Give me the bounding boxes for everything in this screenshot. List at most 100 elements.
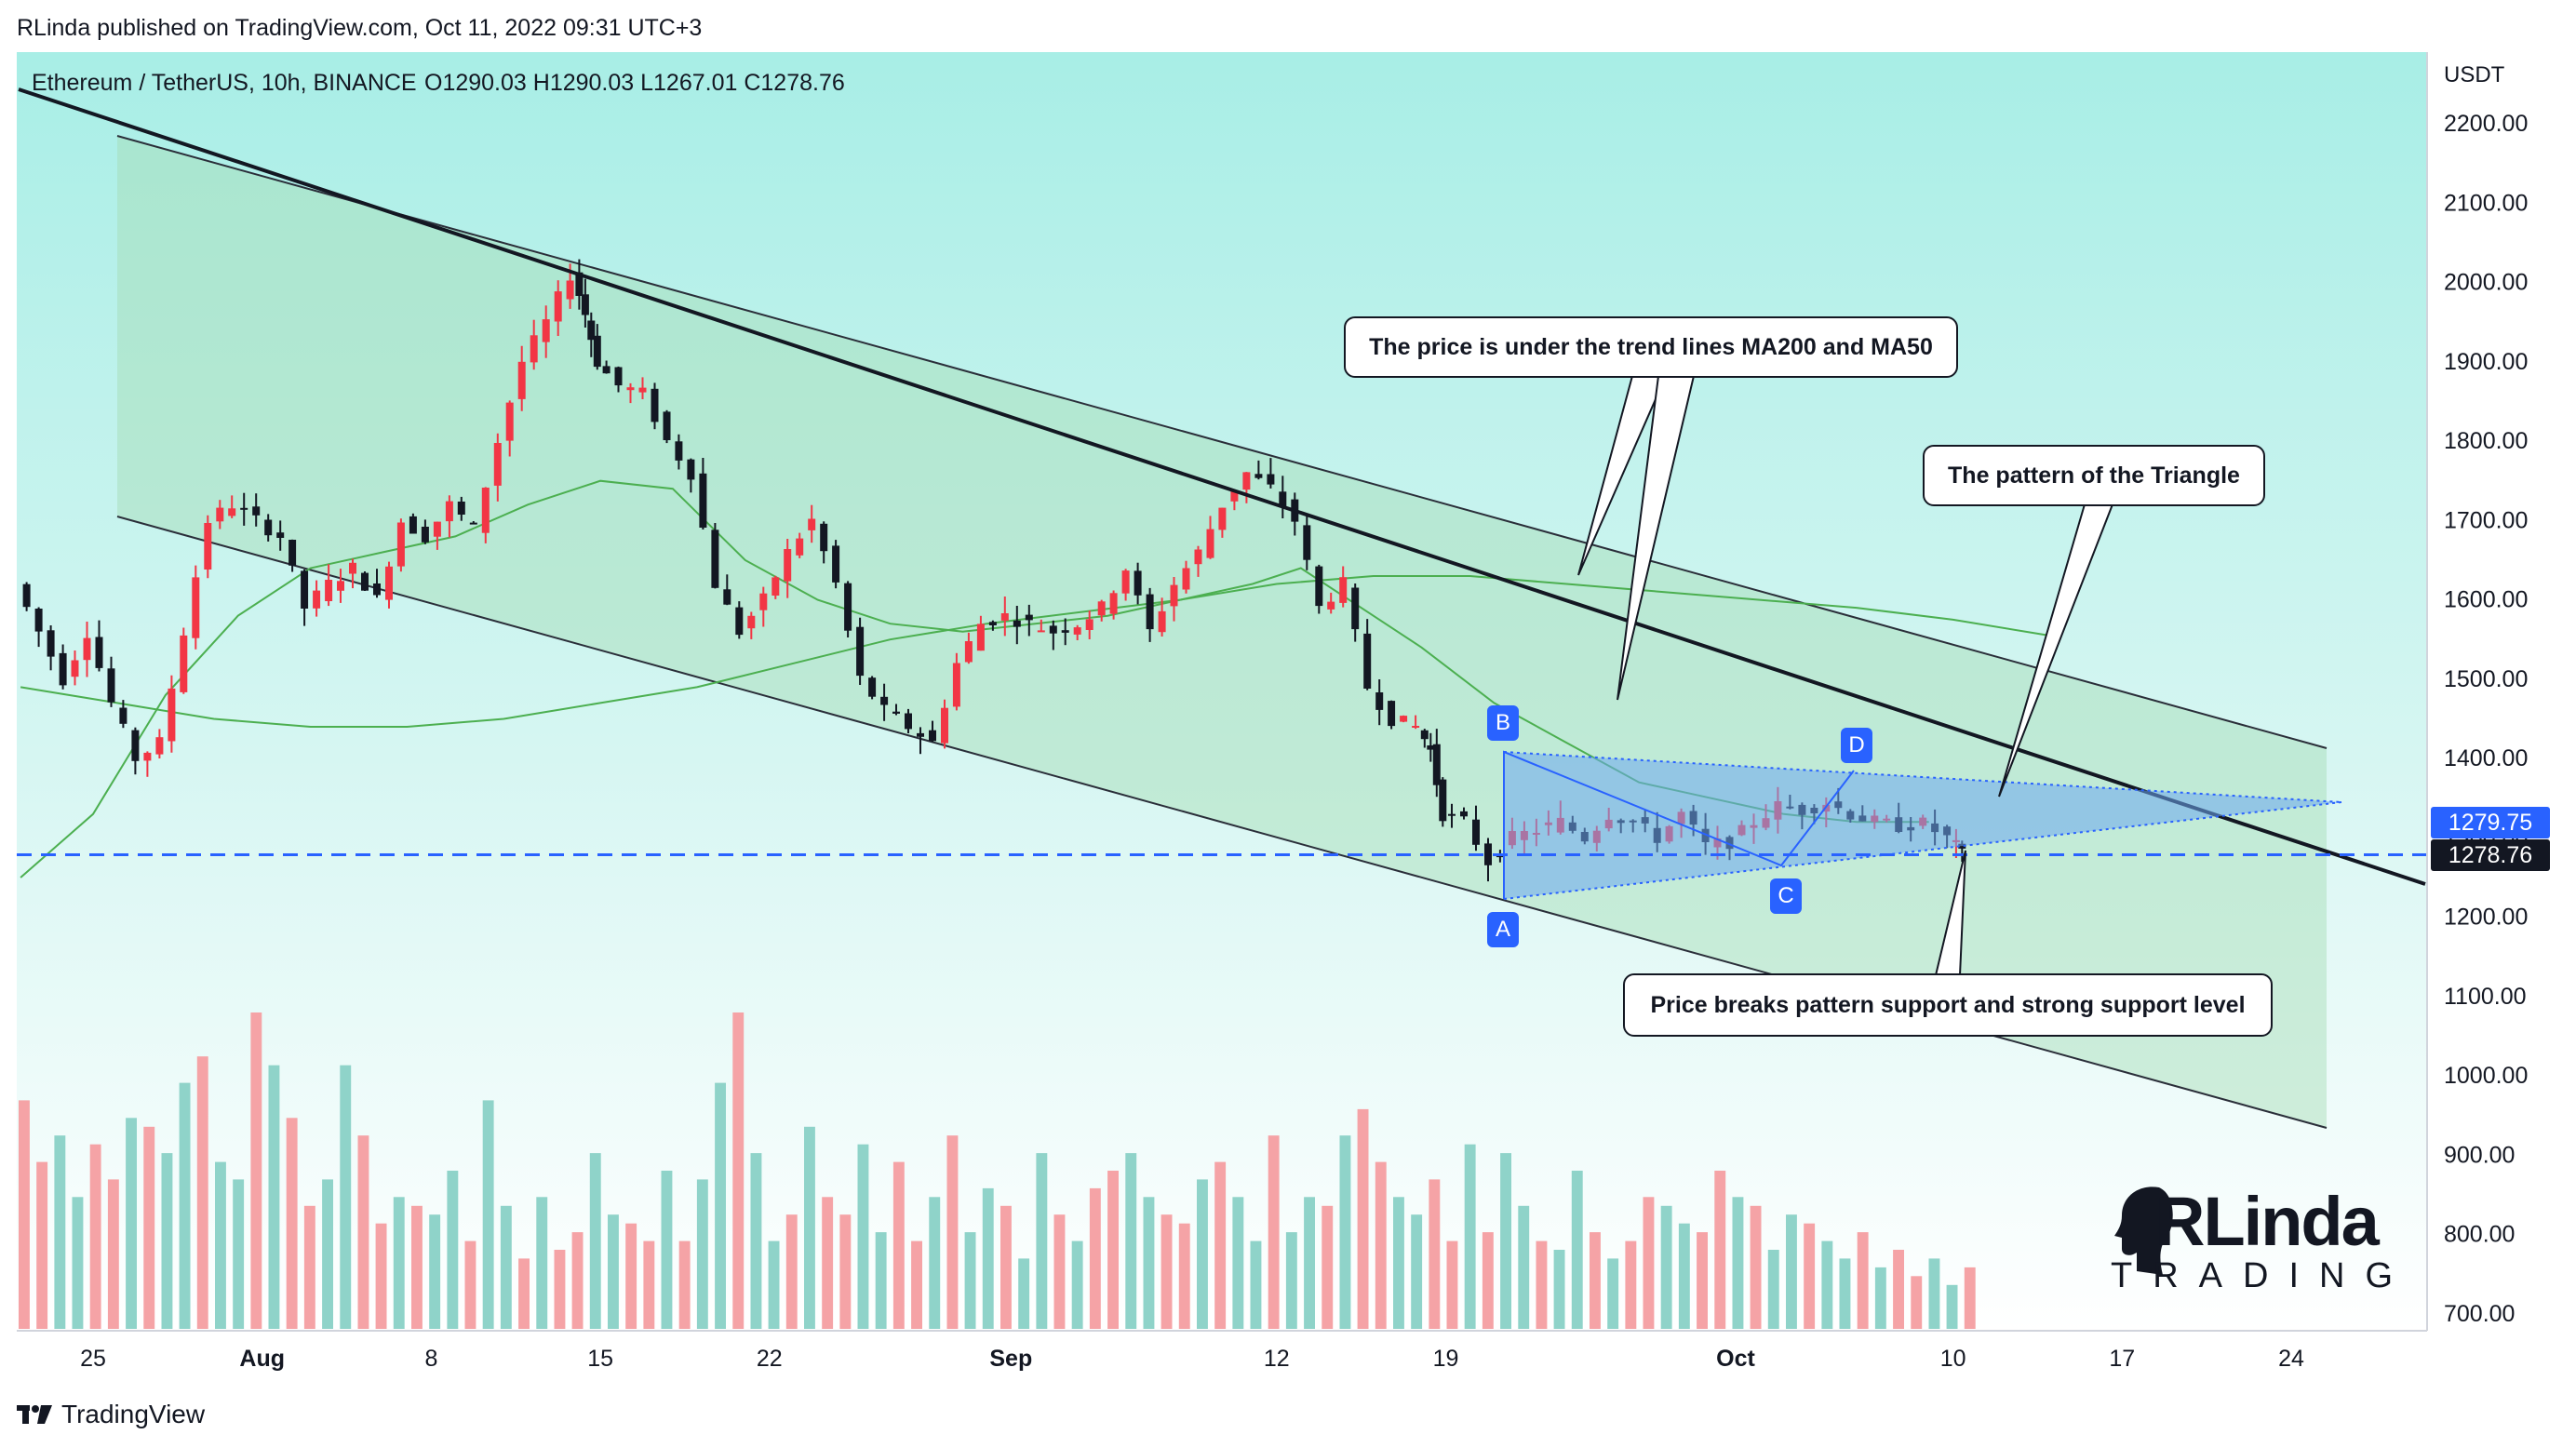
volume-bar bbox=[839, 1214, 852, 1329]
candle-body bbox=[593, 335, 601, 368]
candle-body bbox=[1400, 716, 1408, 722]
candle-body bbox=[95, 637, 103, 668]
candle-body bbox=[325, 580, 333, 601]
ma-callout-box: The price is under the trend lines MA200… bbox=[1344, 316, 1958, 378]
candle-body bbox=[71, 660, 79, 677]
candle-body bbox=[542, 319, 550, 342]
volume-bar bbox=[107, 1179, 119, 1329]
price-tag-current: 1278.76 bbox=[2431, 839, 2550, 871]
candle-body bbox=[1432, 744, 1441, 785]
volume-bar bbox=[696, 1179, 708, 1329]
candle-body bbox=[856, 626, 865, 677]
candle-body bbox=[119, 707, 127, 724]
volume-bar bbox=[929, 1197, 941, 1329]
volume-bar bbox=[411, 1205, 423, 1329]
volume-bar bbox=[1660, 1205, 1672, 1329]
y-tick-label: 1800.00 bbox=[2444, 428, 2528, 454]
candle-body bbox=[747, 615, 756, 629]
volume-bar bbox=[429, 1214, 441, 1329]
volume-bar bbox=[72, 1197, 84, 1329]
volume-bar bbox=[1018, 1258, 1030, 1329]
ma-callout-text: The price is under the trend lines MA200… bbox=[1369, 333, 1933, 360]
candle-body bbox=[575, 272, 584, 296]
candle-body bbox=[1025, 614, 1033, 621]
candle-body bbox=[1439, 779, 1447, 822]
x-tick-label: 15 bbox=[587, 1346, 613, 1372]
publish-header: RLinda published on TradingView.com, Oct… bbox=[0, 0, 2576, 52]
head-silhouette-icon bbox=[2114, 1187, 2173, 1275]
y-tick-label: 2000.00 bbox=[2444, 270, 2528, 296]
candle-body bbox=[711, 530, 719, 588]
candle-body bbox=[276, 532, 285, 538]
candle-body bbox=[566, 280, 574, 300]
y-tick-label: 1200.00 bbox=[2444, 905, 2528, 931]
candle-body bbox=[880, 696, 889, 705]
candle-body bbox=[385, 566, 393, 600]
candle-body bbox=[941, 707, 948, 744]
x-tick-label: 19 bbox=[1433, 1346, 1459, 1372]
candle-body bbox=[929, 730, 936, 742]
volume-bar bbox=[1839, 1258, 1851, 1329]
x-tick-label: 22 bbox=[757, 1346, 783, 1372]
volume-bar bbox=[1857, 1232, 1869, 1329]
candle-body bbox=[1049, 625, 1057, 634]
point-label-d: D bbox=[1841, 728, 1872, 763]
volume-bar bbox=[964, 1232, 976, 1329]
y-tick-label: 1500.00 bbox=[2444, 666, 2528, 692]
volume-bar bbox=[89, 1144, 101, 1329]
volume-bar bbox=[982, 1187, 994, 1329]
volume-bar bbox=[1607, 1258, 1619, 1329]
volume-bar bbox=[678, 1240, 691, 1329]
tradingview-logo[interactable]: TradingView bbox=[17, 1394, 205, 1435]
logo-sub-text: TRADING bbox=[2111, 1256, 2413, 1295]
triangle-callout-text: The pattern of the Triangle bbox=[1948, 462, 2240, 489]
candle-body bbox=[421, 527, 429, 543]
x-tick-label: 24 bbox=[2278, 1346, 2304, 1372]
volume-bar bbox=[126, 1118, 137, 1329]
y-tick-label: 1400.00 bbox=[2444, 745, 2528, 771]
volume-bar bbox=[1946, 1284, 1958, 1329]
x-tick-label: 17 bbox=[2109, 1346, 2135, 1372]
volume-bar bbox=[1571, 1171, 1583, 1329]
volume-bar bbox=[1964, 1267, 1976, 1329]
point-label-b: B bbox=[1487, 705, 1519, 741]
volume-bar bbox=[250, 1012, 262, 1329]
volume-bar bbox=[1036, 1153, 1048, 1329]
candle-body bbox=[905, 713, 912, 730]
candle-body bbox=[192, 577, 200, 638]
candle-body bbox=[964, 641, 973, 663]
candle-body bbox=[587, 320, 596, 341]
volume-bar bbox=[1339, 1135, 1351, 1329]
candle-body bbox=[107, 668, 115, 703]
candle-body bbox=[784, 549, 792, 582]
candle-body bbox=[1363, 633, 1372, 689]
time-axis: 25 Aug 8 15 22 Sep 12 19 Oct 10 17 24 bbox=[80, 1346, 2304, 1372]
candle-body bbox=[735, 607, 744, 636]
volume-bar bbox=[1446, 1240, 1458, 1329]
volume-bar bbox=[1786, 1214, 1797, 1329]
volume-bar bbox=[1071, 1240, 1083, 1329]
candle-body bbox=[1194, 549, 1202, 565]
volume-bar bbox=[1928, 1258, 1940, 1329]
candle-body bbox=[581, 294, 589, 315]
x-tick-label: 8 bbox=[424, 1346, 437, 1372]
candle-body bbox=[1339, 577, 1348, 603]
candle-body bbox=[663, 411, 671, 440]
volume-bar bbox=[1590, 1232, 1601, 1329]
candle-body bbox=[1315, 566, 1323, 607]
candle-body bbox=[1412, 726, 1420, 728]
volume-bar bbox=[1518, 1205, 1530, 1329]
volume-bar bbox=[1429, 1179, 1441, 1329]
chart-canvas[interactable]: 2200.00 2100.00 2000.00 1900.00 1800.00 1700.… bbox=[0, 0, 2576, 1381]
y-tick-label: 1600.00 bbox=[2444, 587, 2528, 613]
volume-bar bbox=[357, 1135, 369, 1329]
volume-bar bbox=[1625, 1240, 1637, 1329]
y-tick-label: 1900.00 bbox=[2444, 349, 2528, 375]
volume-bar bbox=[1911, 1276, 1923, 1329]
volume-bar bbox=[1893, 1250, 1904, 1329]
volume-bar bbox=[322, 1179, 333, 1329]
candle-body bbox=[313, 590, 321, 609]
volume-bar bbox=[1536, 1240, 1548, 1329]
volume-bar bbox=[1304, 1197, 1315, 1329]
candle-body bbox=[505, 402, 514, 441]
